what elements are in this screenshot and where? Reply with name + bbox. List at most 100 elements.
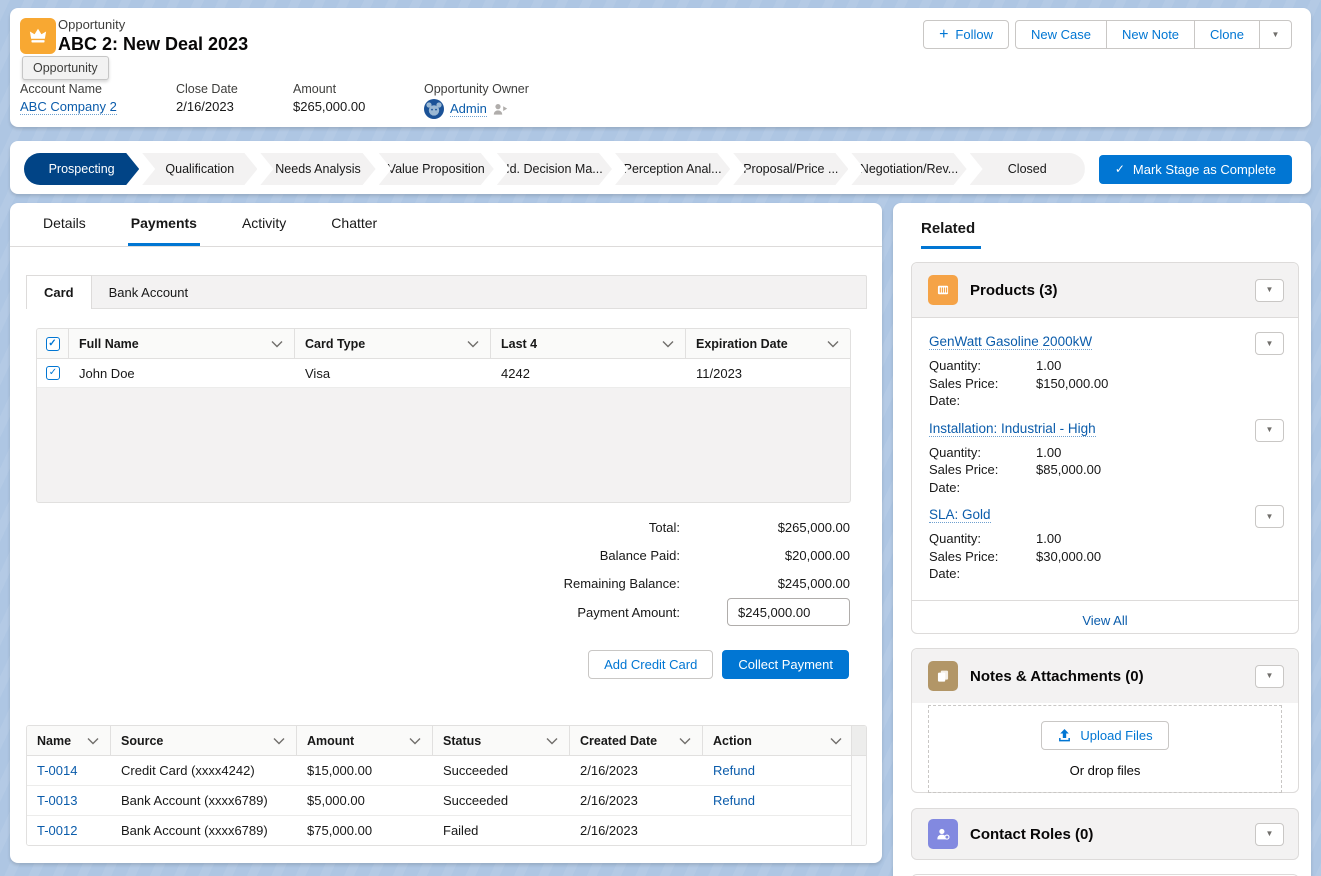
transaction-link[interactable]: T-0013 (37, 793, 77, 808)
products-card: Products (3) ▼ GenWatt Gasoline 2000kW ▼… (911, 262, 1299, 634)
date-label: Date: (929, 393, 1036, 408)
header-actions: + Follow New Case New Note Clone ▼ (923, 20, 1292, 49)
products-list: GenWatt Gasoline 2000kW ▼ Quantity:1.00 … (912, 317, 1298, 600)
owner-avatar (424, 99, 444, 119)
chevron-down-icon: ▼ (1266, 830, 1274, 838)
balance-paid-label: Balance Paid: (600, 548, 680, 563)
contact-glyph (934, 825, 952, 843)
sales-price-label: Sales Price: (929, 376, 1036, 391)
products-menu-button[interactable]: ▼ (1255, 279, 1284, 302)
add-credit-card-button[interactable]: Add Credit Card (588, 650, 713, 679)
transaction-link[interactable]: T-0012 (37, 823, 77, 838)
chevron-down-icon: ▼ (1266, 672, 1274, 680)
column-header-full-name[interactable]: Full Name (69, 329, 295, 358)
path-stage[interactable]: Closed (970, 153, 1085, 185)
product-link[interactable]: GenWatt Gasoline 2000kW (929, 334, 1092, 350)
path-stage[interactable]: Id. Decision Ma... (497, 153, 612, 185)
sales-path: Prospecting Qualification Needs Analysis… (24, 153, 1085, 185)
column-header-source[interactable]: Source (111, 726, 297, 755)
account-name-link[interactable]: ABC Company 2 (20, 99, 117, 115)
path-stage[interactable]: Perception Anal... (615, 153, 730, 185)
product-menu-button[interactable]: ▼ (1255, 332, 1284, 355)
related-panel: Related Products (3) ▼ GenW (893, 203, 1311, 876)
owner-link[interactable]: Admin (450, 101, 487, 117)
view-all-link[interactable]: View All (1082, 613, 1127, 628)
transaction-link[interactable]: T-0014 (37, 763, 77, 778)
change-owner-icon[interactable] (493, 103, 508, 116)
refund-link[interactable]: Refund (713, 793, 755, 808)
path-stage[interactable]: Qualification (142, 153, 257, 185)
column-header-name[interactable]: Name (27, 726, 111, 755)
column-header-created-date[interactable]: Created Date (570, 726, 703, 755)
entity-label: Opportunity (58, 17, 125, 32)
contact-roles-menu-button[interactable]: ▼ (1255, 823, 1284, 846)
path-stage[interactable]: Proposal/Price ... (733, 153, 848, 185)
tab-card[interactable]: Card (26, 275, 92, 309)
new-case-button[interactable]: New Case (1015, 20, 1107, 49)
chevron-down-icon (826, 340, 840, 348)
cell-created-date: 2/16/2023 (570, 756, 703, 785)
date-label: Date: (929, 566, 1036, 581)
column-header-amount[interactable]: Amount (297, 726, 433, 755)
mark-stage-complete-label: Mark Stage as Complete (1133, 162, 1276, 177)
follow-button[interactable]: + Follow (923, 20, 1009, 49)
header-button-group: New Case New Note Clone ▼ (1015, 20, 1292, 49)
select-all-header: ✓ (37, 329, 69, 358)
chevron-down-icon (270, 340, 284, 348)
column-header-card-type[interactable]: Card Type (295, 329, 491, 358)
table-row: T-0012 Bank Account (xxxx6789) $75,000.0… (27, 816, 853, 846)
path-stage[interactable]: Value Proposition (379, 153, 494, 185)
cell-source: Bank Account (xxxx6789) (111, 816, 297, 845)
product-link[interactable]: Installation: Industrial - High (929, 421, 1096, 437)
record-tabs: Details Payments Activity Chatter (10, 203, 882, 247)
chevron-down-icon: ▼ (1272, 31, 1280, 39)
mark-stage-complete-button[interactable]: ✓ Mark Stage as Complete (1099, 155, 1292, 184)
path-stage[interactable]: Needs Analysis (260, 153, 375, 185)
products-title: Products (3) (970, 282, 1255, 299)
chevron-down-icon: ▼ (1266, 286, 1274, 294)
clone-button[interactable]: Clone (1194, 20, 1260, 49)
path-stage-current[interactable]: Prospecting (24, 153, 139, 185)
drop-files-hint: Or drop files (1070, 763, 1141, 778)
opportunity-icon (20, 18, 56, 54)
products-icon (928, 275, 958, 305)
salesforce-opportunity-page: Opportunity ABC 2: New Deal 2023 + Follo… (0, 0, 1321, 876)
tab-bank-account[interactable]: Bank Account (92, 276, 206, 308)
collect-payment-button[interactable]: Collect Payment (722, 650, 849, 679)
cell-status: Failed (433, 816, 570, 845)
more-actions-button[interactable]: ▼ (1259, 20, 1292, 49)
file-dropzone[interactable]: Upload Files Or drop files (928, 705, 1282, 793)
transactions-table: Name Source Amount Status Created Date (26, 725, 867, 846)
select-all-checkbox[interactable]: ✓ (46, 337, 60, 351)
chevron-down-icon (86, 737, 100, 745)
table-scrollbar[interactable] (851, 726, 866, 845)
notes-menu-button[interactable]: ▼ (1255, 665, 1284, 688)
tab-chatter[interactable]: Chatter (328, 203, 380, 246)
path-stage[interactable]: Negotiation/Rev... (851, 153, 966, 185)
tab-related[interactable]: Related (921, 220, 981, 249)
column-header-status[interactable]: Status (433, 726, 570, 755)
product-menu-button[interactable]: ▼ (1255, 419, 1284, 442)
column-header-action[interactable]: Action (703, 726, 853, 755)
tab-payments[interactable]: Payments (128, 203, 200, 246)
product-link[interactable]: SLA: Gold (929, 507, 991, 523)
column-header-last4[interactable]: Last 4 (491, 329, 686, 358)
list-item: SLA: Gold ▼ Quantity:1.00 Sales Price:$3… (929, 507, 1284, 583)
date-label: Date: (929, 480, 1036, 495)
tab-details[interactable]: Details (40, 203, 89, 246)
tab-activity[interactable]: Activity (239, 203, 289, 246)
payment-amount-input[interactable] (727, 598, 850, 626)
product-menu-button[interactable]: ▼ (1255, 505, 1284, 528)
chevron-down-icon (545, 737, 559, 745)
column-header-expiration[interactable]: Expiration Date (686, 329, 850, 358)
contact-roles-title: Contact Roles (0) (970, 826, 1255, 843)
refund-link[interactable]: Refund (713, 763, 755, 778)
row-checkbox[interactable]: ✓ (46, 366, 60, 380)
crown-glyph (27, 25, 49, 47)
upload-files-button[interactable]: Upload Files (1041, 721, 1168, 750)
payment-summary: Total: $265,000.00 Balance Paid: $20,000… (330, 513, 850, 627)
sales-price-value: $30,000.00 (1036, 549, 1101, 564)
table-row: T-0013 Bank Account (xxxx6789) $5,000.00… (27, 786, 853, 816)
new-note-button[interactable]: New Note (1106, 20, 1195, 49)
table-row[interactable]: ✓ John Doe Visa 4242 11/2023 (37, 359, 850, 388)
